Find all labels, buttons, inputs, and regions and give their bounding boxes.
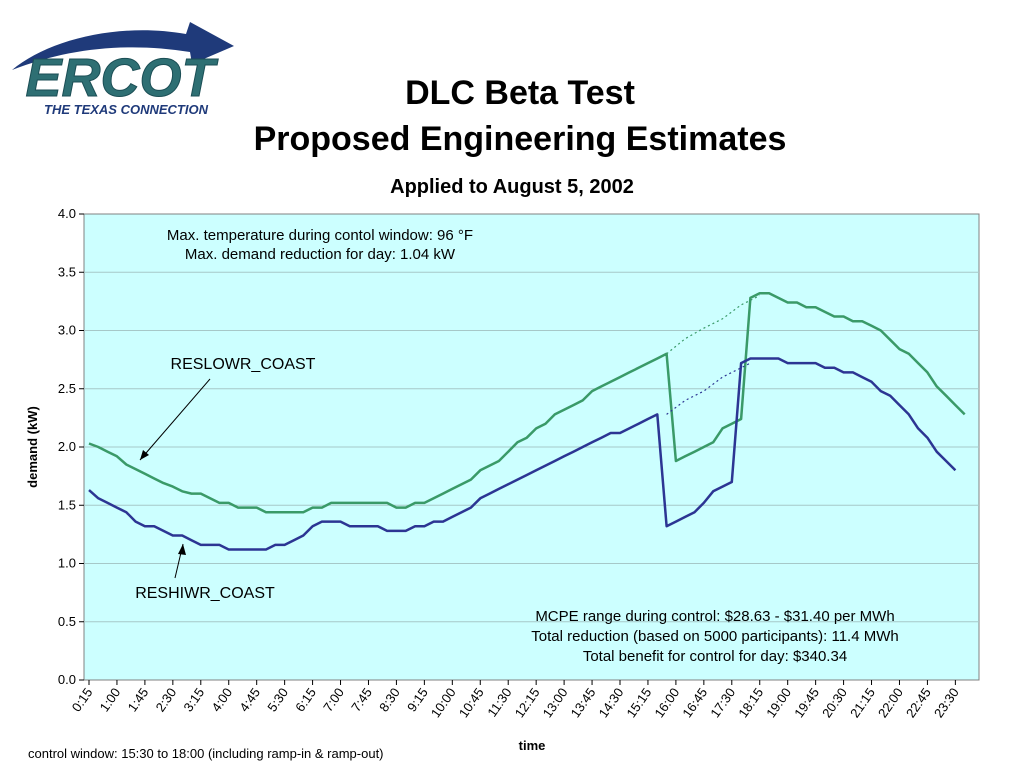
page-title: DLC Beta Test — [405, 74, 635, 112]
x-axis-label: time — [519, 738, 546, 753]
x-tick-label: 5:30 — [264, 685, 291, 714]
y-tick-label: 2.5 — [58, 381, 76, 396]
x-axis-ticks: 0:15 1:00 1:45 2:30 3:15 4:00 4:45 5:30 6:15 7:00… — [69, 680, 962, 720]
y-tick-label: 3.0 — [58, 323, 76, 338]
x-tick-label: 3:15 — [180, 685, 207, 714]
page-title-line-2: Proposed Engineering Estimates — [253, 120, 787, 158]
gridlines — [84, 271, 979, 623]
series-line-reslowr_coast — [88, 291, 966, 514]
x-tick-label: 18:15 — [735, 685, 766, 720]
logo-brand: ERCOT — [26, 48, 219, 108]
x-tick-label: 1:00 — [97, 685, 124, 714]
y-axis-ticks: 0.0 0.5 1.0 1.5 2.0 2.5 3.0 3.5 4.0 — [58, 206, 84, 687]
annotation-total-reduction: Total reduction (based on 5000 participa… — [531, 628, 898, 645]
x-tick-label: 12:15 — [512, 685, 543, 720]
series-lines — [88, 291, 966, 551]
annotation-max-temperature: Max. temperature during contol window: 9… — [167, 227, 473, 244]
chart-subtitle: Applied to August 5, 2002 — [390, 176, 634, 198]
series-line-reshiwr_coast — [88, 357, 957, 551]
x-tick-label: 14:30 — [596, 685, 627, 720]
y-tick-label: 0.5 — [58, 614, 76, 629]
x-tick-label: 4:00 — [208, 685, 235, 714]
x-tick-label: 2:30 — [152, 685, 179, 714]
series-label-reslowr-arrow — [139, 378, 211, 461]
x-tick-label: 17:30 — [707, 685, 738, 720]
x-tick-label: 19:00 — [763, 685, 794, 720]
x-tick-label: 13:45 — [568, 685, 599, 720]
footnote: control window: 15:30 to 18:00 (includin… — [28, 746, 384, 761]
x-tick-label: 10:45 — [456, 685, 487, 720]
logo-tagline: THE TEXAS CONNECTION — [44, 102, 209, 117]
y-axis-label: demand (kW) — [25, 406, 40, 488]
x-tick-label: 23:30 — [931, 685, 962, 720]
x-tick-label: 9:15 — [404, 685, 431, 714]
y-tick-label: 1.0 — [58, 556, 76, 571]
x-tick-label: 7:45 — [348, 685, 375, 714]
x-tick-label: 19:45 — [791, 685, 822, 720]
series-label-reslowr: RESLOWR_COAST — [171, 356, 316, 373]
ercot-logo: ERCOT THE TEXAS CONNECTION — [12, 22, 234, 117]
baseline-dashed-reslowr_coast — [666, 295, 760, 355]
annotation-total-benefit: Total benefit for control for day: $340.… — [583, 648, 847, 665]
baseline-dashed-reshiwr_coast — [666, 362, 751, 415]
y-tick-label: 2.0 — [58, 439, 76, 454]
y-tick-label: 1.5 — [58, 497, 76, 512]
x-tick-label: 15:15 — [623, 685, 654, 720]
series-label-reshiwr-arrowhead — [178, 544, 186, 555]
x-tick-label: 20:30 — [819, 685, 850, 720]
logo-swoosh — [12, 22, 234, 70]
x-tick-label: 16:00 — [651, 685, 682, 720]
x-tick-label: 1:45 — [125, 685, 152, 714]
x-tick-label: 8:30 — [376, 685, 403, 714]
series-label-reslowr-arrowhead — [140, 450, 149, 460]
x-tick-label: 21:15 — [847, 685, 878, 720]
x-tick-label: 13:00 — [540, 685, 571, 720]
x-tick-label: 0:15 — [69, 685, 96, 714]
x-tick-label: 22:45 — [903, 685, 934, 720]
y-tick-label: 4.0 — [58, 206, 76, 221]
annotation-mcpe-range: MCPE range during control: $28.63 - $31.… — [535, 608, 894, 625]
x-tick-label: 7:00 — [320, 685, 347, 714]
y-tick-label: 3.5 — [58, 264, 76, 279]
annotation-max-reduction: Max. demand reduction for day: 1.04 kW — [185, 246, 456, 263]
series-label-reshiwr: RESHIWR_COAST — [135, 585, 275, 602]
y-tick-label: 0.0 — [58, 672, 76, 687]
x-tick-label: 16:45 — [679, 685, 710, 720]
x-tick-label: 22:00 — [875, 685, 906, 720]
x-tick-label: 10:00 — [428, 685, 459, 720]
x-tick-label: 6:15 — [292, 685, 319, 714]
x-tick-label: 4:45 — [236, 685, 263, 714]
x-tick-label: 11:30 — [484, 685, 514, 719]
